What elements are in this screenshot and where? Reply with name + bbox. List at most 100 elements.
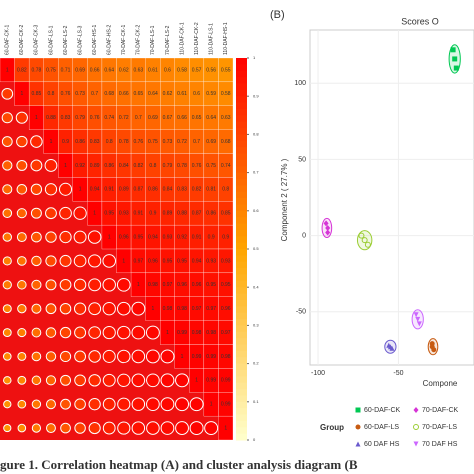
correlation-circle bbox=[59, 278, 72, 291]
column-label: 70-DAF-LS-2 bbox=[165, 25, 171, 55]
cell-label: 0.69 bbox=[75, 67, 85, 73]
colorbar-step bbox=[236, 83, 247, 91]
correlation-circle bbox=[59, 326, 72, 339]
cell-label: 0.79 bbox=[163, 163, 173, 169]
correlation-circle bbox=[131, 349, 146, 364]
cell-label: 0.7 bbox=[193, 139, 200, 145]
cell-label: 0.95 bbox=[163, 258, 173, 264]
correlation-circle bbox=[1, 87, 14, 100]
colorbar-step bbox=[236, 382, 247, 390]
cell-label: 0.97 bbox=[133, 258, 143, 264]
cell-label: 0.84 bbox=[119, 163, 129, 169]
cell-label: 0.74 bbox=[221, 163, 231, 169]
correlation-circle bbox=[160, 397, 175, 412]
legend-title: Group bbox=[320, 423, 344, 432]
colorbar-step bbox=[236, 293, 247, 301]
colorbar-step bbox=[236, 115, 247, 123]
colorbar-step bbox=[236, 153, 247, 161]
cell-label: 0.9 bbox=[62, 139, 69, 145]
cell-label: 0.89 bbox=[163, 211, 173, 217]
correlation-circle bbox=[2, 352, 12, 361]
cell-label: 0.81 bbox=[206, 187, 216, 193]
point bbox=[453, 65, 459, 71]
correlation-circle bbox=[17, 375, 27, 385]
correlation-circle bbox=[146, 421, 160, 435]
colorbar-step bbox=[236, 274, 247, 282]
correlation-circle bbox=[2, 328, 12, 337]
colorbar-step bbox=[236, 369, 247, 377]
correlation-circle bbox=[1, 112, 13, 124]
correlation-circle bbox=[30, 183, 43, 195]
cell-label: 0.95 bbox=[221, 282, 231, 288]
cell-label: 0.86 bbox=[148, 187, 158, 193]
point bbox=[415, 316, 421, 322]
correlation-circle bbox=[17, 280, 27, 290]
colorbar-step bbox=[236, 147, 247, 154]
correlation-circle bbox=[16, 232, 27, 243]
correlation-circle bbox=[73, 206, 87, 220]
correlation-circle bbox=[45, 255, 57, 267]
cell-label: 0.86 bbox=[75, 139, 85, 145]
colorbar-label: 0.3 bbox=[253, 322, 259, 327]
cell-label: 0.98 bbox=[206, 330, 216, 336]
cell-label: 1 bbox=[20, 91, 23, 97]
cell-label: 0.94 bbox=[148, 234, 158, 240]
cell-label: 1 bbox=[137, 282, 140, 288]
correlation-circle bbox=[117, 373, 131, 387]
correlation-circle bbox=[2, 208, 13, 219]
correlation-circle bbox=[117, 349, 131, 364]
correlation-circle bbox=[45, 207, 57, 220]
correlation-circle bbox=[30, 135, 43, 148]
cell-label: 0.86 bbox=[104, 163, 114, 169]
correlation-circle bbox=[59, 206, 72, 220]
cell-label: 0.95 bbox=[206, 282, 216, 288]
cell-label: 0.6 bbox=[193, 91, 200, 97]
correlation-circle bbox=[2, 184, 13, 195]
colorbar-step bbox=[236, 299, 247, 307]
cell-label: 0.89 bbox=[90, 163, 100, 169]
cell-label: 1 bbox=[166, 330, 169, 336]
cell-label: 0.91 bbox=[133, 211, 143, 217]
colorbar-step bbox=[236, 325, 247, 333]
cell-label: 0.92 bbox=[75, 163, 85, 169]
correlation-circle bbox=[45, 375, 57, 386]
colorbar-step bbox=[236, 236, 247, 244]
legend-label: 70 DAF HS bbox=[422, 441, 458, 448]
cell-label: 0.62 bbox=[119, 67, 129, 73]
cell-label: 0.58 bbox=[221, 91, 231, 97]
confidence-ellipse bbox=[356, 230, 373, 251]
legend-marker bbox=[413, 407, 419, 413]
colorbar-label: 0 bbox=[253, 437, 256, 442]
colorbar-step bbox=[236, 64, 247, 72]
colorbar-step bbox=[236, 331, 247, 339]
correlation-circle bbox=[45, 351, 57, 362]
colorbar-step bbox=[236, 140, 247, 148]
cell-label: 0.88 bbox=[177, 211, 187, 217]
colorbar-step bbox=[236, 89, 247, 97]
colorbar-step bbox=[236, 249, 247, 256]
correlation-circle bbox=[102, 373, 116, 387]
cell-label: 0.98 bbox=[192, 330, 202, 336]
correlation-circle bbox=[145, 325, 160, 340]
cell-label: 0.92 bbox=[177, 234, 187, 240]
cell-label: 0.76 bbox=[90, 115, 100, 121]
legend-marker bbox=[413, 424, 419, 430]
cell-label: 0.78 bbox=[119, 139, 129, 145]
cell-label: 1 bbox=[6, 67, 9, 73]
correlation-circle bbox=[16, 184, 28, 195]
cell-label: 0.99 bbox=[206, 354, 216, 360]
correlation-circle bbox=[131, 421, 146, 435]
column-label: 60-DAF-LS-3 bbox=[77, 25, 83, 55]
cell-label: 0.69 bbox=[148, 115, 158, 121]
correlation-circle bbox=[3, 400, 12, 409]
cell-label: 0.9 bbox=[222, 234, 229, 240]
cell-label: 1 bbox=[108, 234, 111, 240]
column-label: 60-DAF-LS-1 bbox=[48, 25, 54, 55]
point bbox=[431, 347, 437, 353]
cell-label: 0.66 bbox=[177, 115, 187, 121]
x-tick-label: -50 bbox=[393, 370, 403, 377]
colorbar-step bbox=[236, 128, 247, 135]
plot-area bbox=[309, 29, 474, 366]
cell-label: 0.62 bbox=[163, 91, 173, 97]
